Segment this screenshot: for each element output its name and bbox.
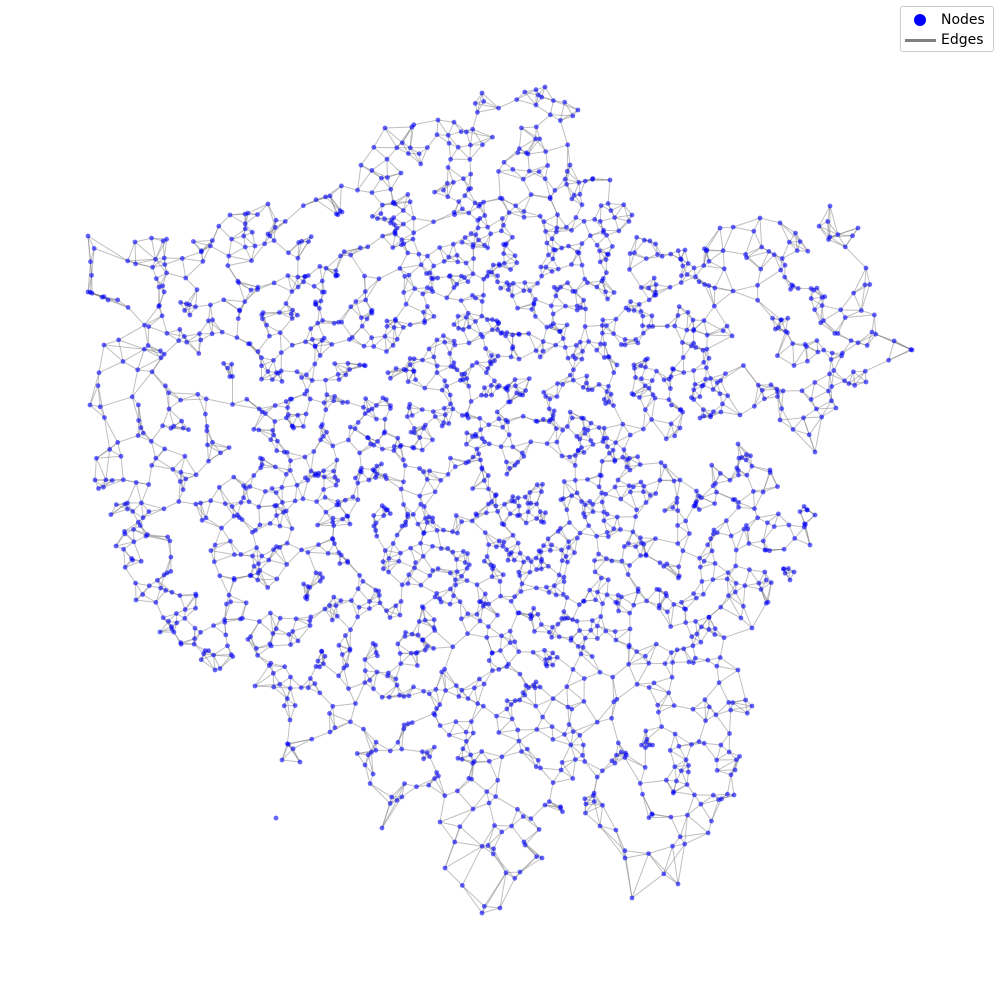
graph-nodes [85,84,915,916]
legend: Nodes Edges [900,6,994,52]
node-marker-icon [901,10,941,30]
legend-label-edges: Edges [941,32,984,48]
edge-line-icon [901,30,941,50]
legend-item-nodes: Nodes [901,10,993,30]
legend-label-nodes: Nodes [941,12,985,28]
legend-item-edges: Edges [901,30,993,50]
